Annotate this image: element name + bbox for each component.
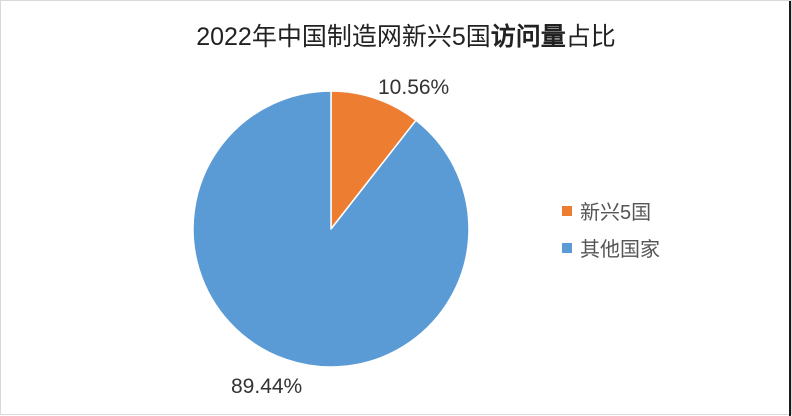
svg-text:10.56%: 10.56% [378,76,449,99]
svg-text:89.44%: 89.44% [231,375,302,398]
